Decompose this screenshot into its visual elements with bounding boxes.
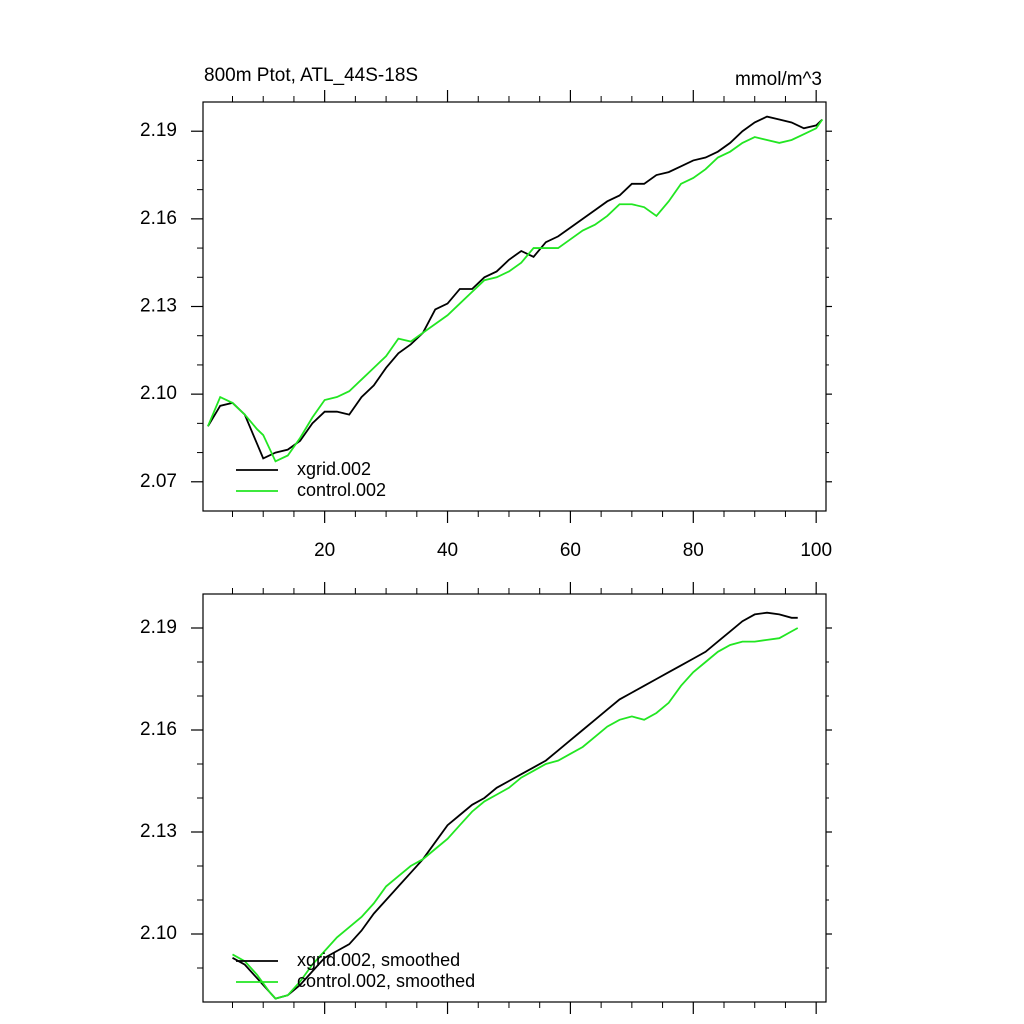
series-line bbox=[232, 611, 798, 1000]
series-line bbox=[207, 115, 823, 460]
legend-label: xgrid.002 bbox=[297, 459, 371, 479]
x-tick-label: 100 bbox=[800, 540, 832, 561]
plot-frame bbox=[202, 593, 827, 1003]
y-tick-label: 2.19 bbox=[140, 617, 177, 638]
y-tick-label: 2.10 bbox=[140, 383, 177, 404]
y-tick-label: 2.16 bbox=[140, 719, 177, 740]
legend-label: control.002 bbox=[297, 480, 386, 500]
units-label: mmol/m^3 bbox=[735, 69, 822, 90]
x-tick-label: 60 bbox=[560, 540, 581, 561]
x-tick-label: 40 bbox=[437, 540, 458, 561]
series-line bbox=[207, 119, 824, 463]
legend-label: control.002, smoothed bbox=[297, 971, 475, 991]
x-tick-label: 80 bbox=[683, 540, 704, 561]
x-tick-label: 20 bbox=[314, 540, 335, 561]
series-line bbox=[232, 627, 799, 1000]
y-tick-label: 2.13 bbox=[140, 296, 177, 317]
plot-frame bbox=[202, 101, 827, 512]
y-tick-label: 2.16 bbox=[140, 208, 177, 229]
chart-title: 800m Ptot, ATL_44S-18S bbox=[204, 65, 418, 86]
y-tick-label: 2.10 bbox=[140, 923, 177, 944]
legend-label: xgrid.002, smoothed bbox=[297, 950, 460, 970]
y-tick-label: 2.07 bbox=[140, 471, 177, 492]
y-tick-label: 2.19 bbox=[140, 120, 177, 141]
y-tick-label: 2.13 bbox=[140, 821, 177, 842]
